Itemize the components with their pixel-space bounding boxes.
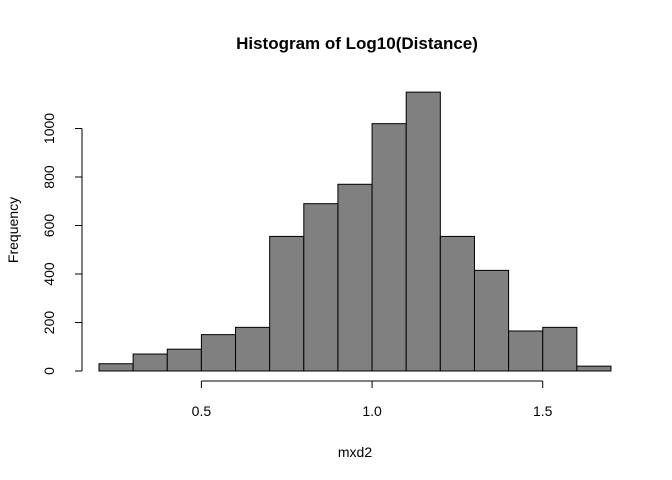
x-axis-label: mxd2: [338, 444, 372, 460]
histogram-bars: [98, 91, 612, 372]
y-tick-label: 400: [41, 262, 57, 286]
x-tick-label: 1.5: [533, 403, 553, 419]
y-axis: 0 200 400 600 800 1000: [41, 113, 83, 375]
y-tick-label: 1000: [41, 113, 57, 144]
chart-title: Histogram of Log10(Distance): [236, 34, 478, 53]
histogram-bar: [200, 334, 237, 372]
histogram-bar: [405, 91, 441, 372]
histogram-bar: [98, 363, 134, 372]
histogram-bar: [473, 269, 510, 372]
x-tick-label: 0.5: [192, 403, 212, 419]
histogram-bar: [439, 235, 475, 372]
y-tick-label: 800: [41, 165, 57, 189]
y-tick-label: 600: [41, 214, 57, 238]
histogram-bar: [508, 330, 544, 372]
histogram-bar: [269, 235, 305, 372]
histogram-bar: [371, 123, 407, 372]
histogram-bar: [576, 365, 612, 372]
histogram-bar: [303, 203, 339, 372]
y-axis-label: Frequency: [5, 197, 21, 263]
x-axis: 0.5 1.0 1.5: [192, 380, 553, 419]
histogram-bar: [337, 183, 373, 372]
histogram-bar: [166, 348, 202, 372]
y-tick-label: 0: [41, 367, 57, 375]
x-tick-label: 1.0: [362, 403, 382, 419]
histogram-bar: [132, 353, 168, 372]
y-tick-label: 200: [41, 311, 57, 335]
histogram-bar: [235, 326, 271, 372]
histogram-bar: [542, 326, 578, 372]
